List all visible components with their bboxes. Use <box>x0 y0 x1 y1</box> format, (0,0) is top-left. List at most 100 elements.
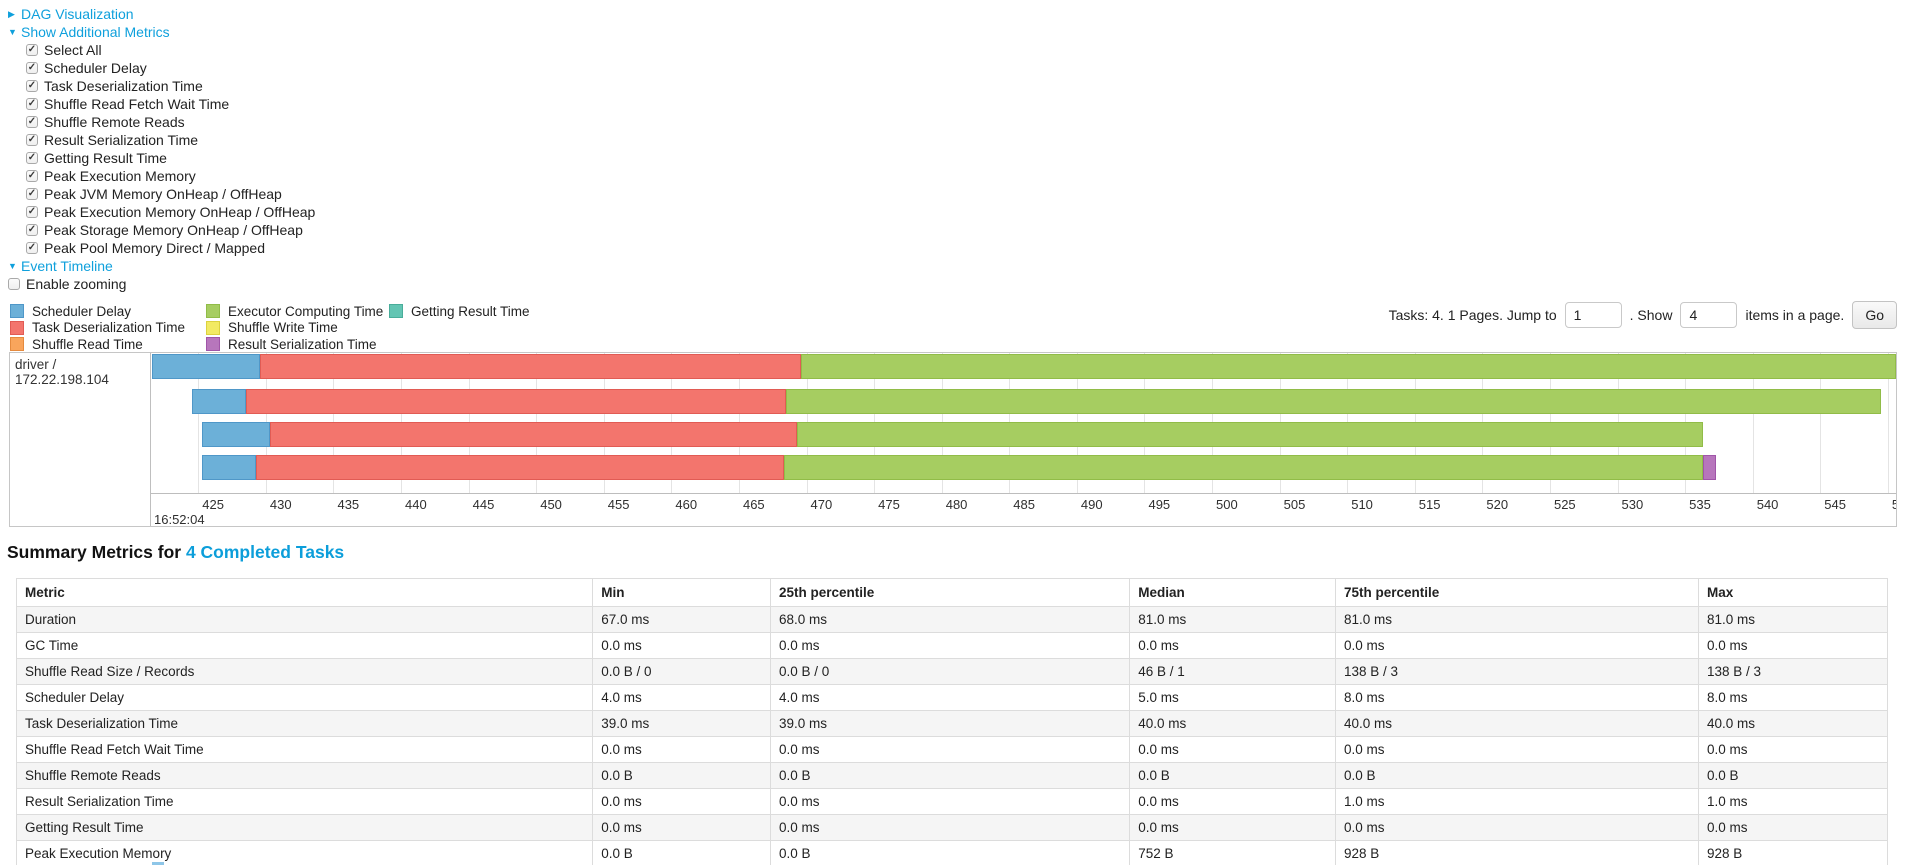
metric-checkbox[interactable] <box>26 152 38 164</box>
metric-checkbox-label: Peak Execution Memory <box>44 168 196 184</box>
summary-cell: 0.0 ms <box>769 632 1131 659</box>
summary-cell: Peak Execution Memory <box>15 840 594 865</box>
metric-checkbox-row: Peak Execution Memory OnHeap / OffHeap <box>8 203 315 221</box>
axis-tick-label: 490 <box>1080 497 1103 512</box>
summary-col-header: Metric <box>15 578 594 607</box>
summary-cell: Task Deserialization Time <box>15 710 594 737</box>
legend-item: Result Serialization Time <box>206 336 389 353</box>
axis-tick-label: 505 <box>1283 497 1306 512</box>
axis-tick-label: 530 <box>1621 497 1644 512</box>
metric-checkbox[interactable] <box>26 134 38 146</box>
summary-cell: 0.0 ms <box>769 814 1131 841</box>
show-additional-metrics-toggle[interactable]: Show Additional Metrics <box>21 24 170 40</box>
axis-tick-label: 495 <box>1148 497 1171 512</box>
summary-cell: 928 B <box>1335 840 1699 865</box>
summary-cell: 0.0 ms <box>1129 814 1337 841</box>
summary-col-header: Max <box>1697 578 1889 607</box>
table-row: Peak Execution Memory 0.0 B 0.0 B 752 B 928 … <box>15 840 1889 865</box>
task-bar-segment[interactable] <box>191 389 246 414</box>
summary-cell: 0.0 ms <box>1129 736 1337 763</box>
axis-tick-label: 540 <box>1756 497 1779 512</box>
items-per-page-input[interactable] <box>1680 302 1738 328</box>
metric-checkbox[interactable] <box>26 188 38 200</box>
summary-cell: 0.0 ms <box>769 788 1131 815</box>
metric-checkbox[interactable] <box>26 242 38 254</box>
summary-cell: 46 B / 1 <box>1129 658 1337 685</box>
summary-cell: 0.0 ms <box>1129 632 1337 659</box>
task-bar-segment[interactable] <box>269 422 798 447</box>
pagination-summary-text: Tasks: 4. 1 Pages. Jump to <box>1388 307 1557 323</box>
summary-cell: 5.0 ms <box>1129 684 1337 711</box>
metric-checkbox-row: Peak JVM Memory OnHeap / OffHeap <box>8 185 315 203</box>
summary-cell: 0.0 ms <box>592 814 771 841</box>
table-row: Duration 67.0 ms 68.0 ms 81.0 ms 81.0 ms 81.0… <box>15 606 1889 633</box>
legend-label: Getting Result Time <box>411 303 530 319</box>
table-row: Shuffle Read Fetch Wait Time 0.0 ms 0.0 ms… <box>15 736 1889 763</box>
summary-heading-text: Summary Metrics for <box>7 542 186 562</box>
task-bar-segment[interactable] <box>1702 455 1717 480</box>
metric-checkbox[interactable] <box>26 62 38 74</box>
task-bar-segment[interactable] <box>260 354 802 379</box>
task-bar-segment[interactable] <box>202 455 257 480</box>
task-bar-segment[interactable] <box>786 389 1882 414</box>
axis-tick-label: 475 <box>878 497 900 512</box>
summary-cell: Getting Result Time <box>15 814 594 841</box>
metric-checkbox-row: Peak Pool Memory Direct / Mapped <box>8 239 315 257</box>
metric-checkbox-label: Peak Pool Memory Direct / Mapped <box>44 240 265 256</box>
jump-to-page-input[interactable] <box>1564 302 1622 328</box>
summary-cell: 39.0 ms <box>769 710 1131 737</box>
metric-checkbox[interactable] <box>26 44 38 56</box>
legend-label: Task Deserialization Time <box>32 320 186 336</box>
axis-tick-label: 430 <box>269 497 292 512</box>
summary-cell: 0.0 B / 0 <box>592 658 771 685</box>
summary-cell: 39.0 ms <box>592 710 771 737</box>
pagination-suffix-text: items in a page. <box>1745 307 1845 323</box>
summary-cell: 68.0 ms <box>769 606 1131 633</box>
table-row: Shuffle Read Size / Records 0.0 B / 0 0.0 … <box>15 658 1889 685</box>
summary-cell: 928 B <box>1697 840 1889 865</box>
metric-checkbox[interactable] <box>26 98 38 110</box>
enable-zooming-checkbox[interactable] <box>8 278 20 290</box>
legend-color-swatch <box>206 320 220 335</box>
dag-visualization-toggle[interactable]: DAG Visualization <box>21 6 134 22</box>
stage-controls: ▶ DAG Visualization ▼ Show Additional Me… <box>8 5 315 293</box>
metric-checkbox-label: Peak JVM Memory OnHeap / OffHeap <box>44 186 282 202</box>
legend-item: Scheduler Delay <box>10 303 206 320</box>
metric-checkbox-row: Scheduler Delay <box>8 59 315 77</box>
legend-color-swatch <box>206 304 220 319</box>
task-bar-segment[interactable] <box>256 455 784 480</box>
task-bar-segment[interactable] <box>245 389 787 414</box>
metric-checkbox[interactable] <box>26 170 38 182</box>
summary-cell: 138 B / 3 <box>1335 658 1699 685</box>
metric-checkbox[interactable] <box>26 116 38 128</box>
summary-cell: 0.0 ms <box>769 736 1131 763</box>
metric-checkbox[interactable] <box>26 206 38 218</box>
task-bar-segment[interactable] <box>797 422 1703 447</box>
summary-cell: 4.0 ms <box>769 684 1131 711</box>
summary-cell: 0.0 ms <box>592 788 771 815</box>
summary-cell: 8.0 ms <box>1335 684 1699 711</box>
task-bar-segment[interactable] <box>202 422 270 447</box>
metric-checkbox-row: Shuffle Remote Reads <box>8 113 315 131</box>
completed-tasks-link[interactable]: 4 Completed Tasks <box>185 542 345 562</box>
metric-checkbox-row: Result Serialization Time <box>8 131 315 149</box>
task-bar-segment[interactable] <box>152 354 261 379</box>
table-row: Shuffle Remote Reads 0.0 B 0.0 B 0.0 B 0.0 B… <box>15 762 1889 789</box>
event-timeline-toggle[interactable]: Event Timeline <box>21 258 113 274</box>
summary-cell: 0.0 B <box>769 762 1131 789</box>
additional-metrics-checkbox-list: Select All Scheduler Delay Task Deserializ… <box>8 41 315 257</box>
task-bar-segment[interactable] <box>783 455 1703 480</box>
timeline-plot-area <box>151 353 1896 493</box>
metric-checkbox[interactable] <box>26 224 38 236</box>
summary-cell: 40.0 ms <box>1129 710 1337 737</box>
go-button[interactable]: Go <box>1852 301 1897 329</box>
summary-cell: 0.0 B <box>769 840 1131 865</box>
task-bar-segment[interactable] <box>801 354 1896 379</box>
axis-tick-label: 480 <box>945 497 968 512</box>
metric-checkbox-label: Peak Storage Memory OnHeap / OffHeap <box>44 222 303 238</box>
axis-tick-label: 520 <box>1486 497 1509 512</box>
timeline-gridline <box>1752 353 1754 493</box>
summary-cell: GC Time <box>15 632 594 659</box>
metric-checkbox[interactable] <box>26 80 38 92</box>
timeline-time-axis: 16:52:04 425 430 435 440 445 450 455 460 465 470 4… <box>151 493 1896 526</box>
